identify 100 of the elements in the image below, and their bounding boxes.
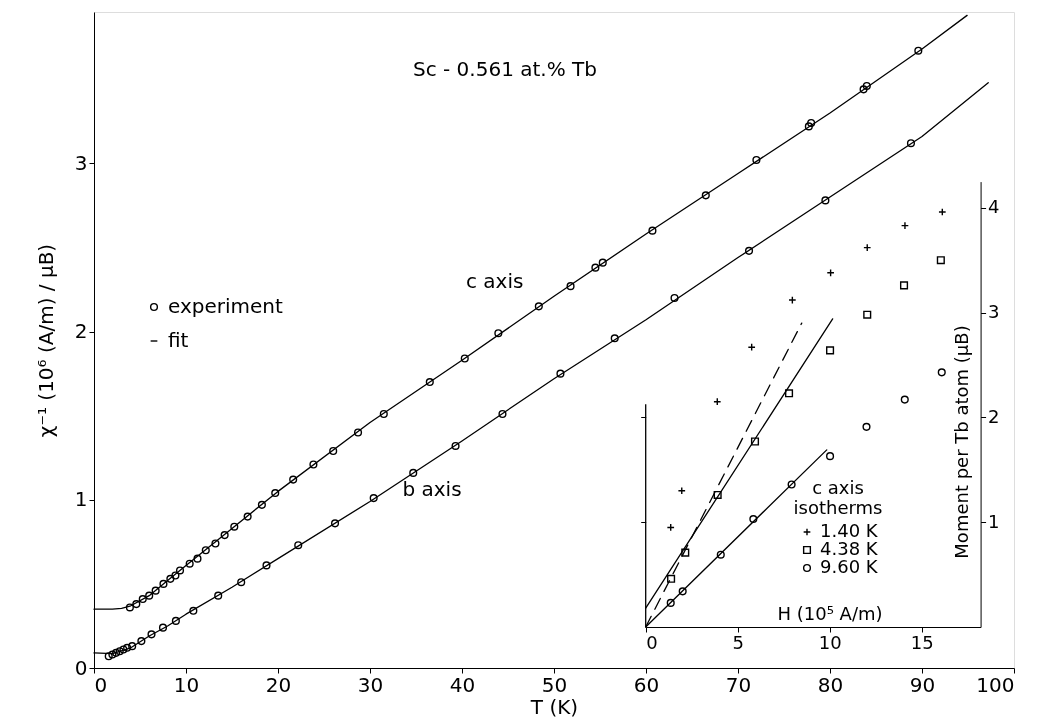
point [862, 81, 871, 91]
point [175, 566, 185, 575]
annotation: c axis [466, 269, 524, 293]
x-tick-label: 70 [725, 672, 752, 697]
y2-tick-label: 3 [988, 301, 1000, 323]
y-tick-label: 0 [74, 655, 88, 680]
point [670, 293, 679, 302]
point [906, 139, 916, 148]
x-axis-title: T (K) [529, 694, 579, 719]
point [185, 559, 194, 568]
point [556, 369, 565, 378]
point [193, 554, 202, 563]
point [598, 258, 607, 267]
point [151, 586, 160, 595]
point [271, 489, 280, 498]
legend-label: 4.38 K [820, 538, 879, 559]
point [807, 118, 816, 128]
point [115, 647, 124, 656]
point [125, 603, 134, 612]
y-axis-title: χ⁻¹ (10⁶ (A/m) / μB) [33, 243, 58, 438]
y2-tick-label: 4 [988, 196, 1000, 218]
point [534, 302, 543, 311]
point [211, 539, 220, 548]
point [147, 630, 156, 639]
legend-title: c axis isotherms [793, 477, 883, 518]
x-tick-label: 90 [909, 672, 936, 697]
point [123, 643, 132, 652]
point [145, 591, 154, 600]
point [294, 541, 303, 550]
point [309, 460, 318, 469]
point [189, 606, 198, 615]
y-tick-label: 2 [74, 319, 88, 344]
point [498, 409, 507, 419]
point [104, 652, 113, 661]
point [330, 519, 340, 528]
annotation: Sc - 0.561 at.% Tb [413, 57, 597, 81]
point [112, 648, 121, 657]
point [132, 600, 141, 609]
annotation: b axis [402, 477, 462, 501]
point [243, 512, 252, 521]
x-tick-label: 20 [265, 672, 292, 697]
point [744, 246, 754, 255]
point [494, 329, 503, 338]
x-tick-label: 15 [910, 631, 934, 653]
point [159, 579, 168, 588]
point [610, 334, 619, 343]
point [752, 155, 761, 165]
point [451, 441, 460, 451]
point [119, 645, 128, 654]
x-tick-label: 0 [646, 631, 658, 653]
x-tick-label: 0 [94, 672, 108, 697]
point [237, 578, 246, 587]
x-tick-label: 10 [173, 672, 200, 697]
x-tick-label: 50 [541, 672, 568, 697]
y2-axis-title: Moment per Tb atom (μB) [951, 325, 972, 559]
point [289, 475, 298, 484]
point [158, 623, 168, 632]
legend-label: fit [168, 328, 189, 352]
point [137, 637, 146, 646]
point [379, 409, 388, 419]
point [591, 263, 600, 272]
x-tick-label: 5 [732, 631, 744, 653]
point [214, 591, 223, 600]
point [329, 446, 338, 456]
point [201, 546, 210, 555]
point [648, 226, 657, 235]
point [138, 594, 147, 604]
y-tick-label: 1 [74, 487, 88, 512]
point [701, 191, 710, 200]
point [425, 378, 434, 387]
point [262, 561, 271, 570]
x-tick-label: 80 [817, 672, 844, 697]
legend-label: 1.40 K [820, 520, 879, 541]
y2-tick-label: 2 [988, 405, 1000, 427]
point [859, 85, 868, 94]
point [128, 642, 137, 651]
x-axis-title: H (10⁵ A/m) [777, 603, 883, 624]
y2-tick-label: 1 [988, 510, 1000, 532]
point [257, 500, 266, 509]
point [914, 46, 923, 55]
point [460, 354, 469, 363]
point [804, 122, 813, 131]
x-tick-label: 100 [976, 672, 1015, 697]
legend-label: 9.60 K [820, 556, 879, 577]
point [353, 428, 363, 437]
point [409, 468, 418, 477]
point [171, 616, 180, 625]
x-tick-label: 40 [449, 672, 476, 697]
x-tick-label: 60 [633, 672, 660, 697]
x-tick-label: 10 [818, 631, 842, 653]
point [821, 196, 830, 205]
point [369, 494, 378, 503]
legend-label: experiment [168, 294, 284, 318]
point [220, 531, 229, 540]
point [230, 522, 239, 531]
point [566, 282, 575, 291]
x-tick-label: 30 [357, 672, 384, 697]
point [166, 574, 175, 583]
point [171, 571, 180, 580]
point [108, 650, 117, 659]
